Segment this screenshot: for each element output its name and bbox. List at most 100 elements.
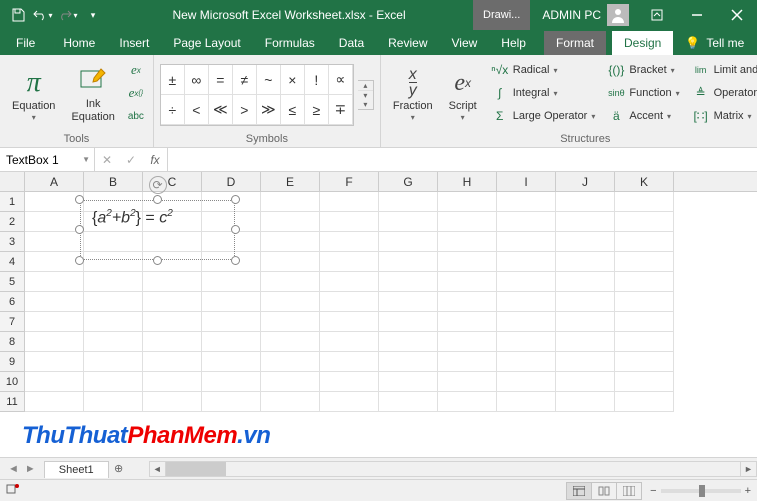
resize-handle[interactable] xyxy=(153,195,162,204)
cell[interactable] xyxy=(438,212,497,232)
page-break-view-icon[interactable] xyxy=(616,482,642,500)
cell[interactable] xyxy=(261,192,320,212)
limit-log-button[interactable]: limLimit and Log xyxy=(688,59,757,81)
symbol-cell[interactable]: = xyxy=(209,65,233,95)
matrix-button[interactable]: [∷]Matrix ▾ xyxy=(688,105,757,127)
cell[interactable] xyxy=(143,372,202,392)
cell[interactable] xyxy=(320,272,379,292)
cell[interactable] xyxy=(143,332,202,352)
name-box[interactable]: TextBox 1 ▼ xyxy=(0,148,95,171)
cell[interactable] xyxy=(202,292,261,312)
cell[interactable] xyxy=(379,232,438,252)
cell[interactable] xyxy=(379,372,438,392)
formula-input[interactable] xyxy=(168,148,757,171)
tab-home[interactable]: Home xyxy=(51,31,107,55)
normal-view-icon[interactable] xyxy=(566,482,592,500)
cell[interactable] xyxy=(438,232,497,252)
cell[interactable] xyxy=(320,252,379,272)
cell[interactable] xyxy=(202,352,261,372)
cell[interactable] xyxy=(379,292,438,312)
cell[interactable] xyxy=(556,192,615,212)
sheet-next-icon[interactable]: ► xyxy=(25,463,36,475)
operator-button[interactable]: ≜Operator ▾ xyxy=(688,82,757,104)
tab-format[interactable]: Format xyxy=(544,31,606,55)
cell[interactable] xyxy=(556,292,615,312)
cell[interactable] xyxy=(25,232,84,252)
cell[interactable] xyxy=(202,392,261,412)
row-header[interactable]: 11 xyxy=(0,392,25,412)
cell[interactable] xyxy=(25,292,84,312)
zoom-in-icon[interactable]: + xyxy=(745,485,751,497)
tab-data[interactable]: Data xyxy=(327,31,376,55)
cell[interactable] xyxy=(261,292,320,312)
cell[interactable] xyxy=(84,312,143,332)
tab-design[interactable]: Design xyxy=(612,31,673,55)
cell[interactable] xyxy=(261,352,320,372)
cell[interactable] xyxy=(261,212,320,232)
enter-icon[interactable]: ✓ xyxy=(119,153,143,167)
symbols-gallery[interactable]: ± ∞ = ≠ ~ × ! ∝ ÷ < ≪ > ≫ ≤ ≥ ∓ xyxy=(160,64,354,126)
cell[interactable] xyxy=(84,392,143,412)
scroll-thumb[interactable] xyxy=(166,462,226,476)
cell[interactable] xyxy=(320,332,379,352)
tab-insert[interactable]: Insert xyxy=(107,31,161,55)
cell[interactable] xyxy=(379,192,438,212)
row-header[interactable]: 2 xyxy=(0,212,25,232)
col-header[interactable]: G xyxy=(379,172,438,191)
col-header[interactable]: I xyxy=(497,172,556,191)
cell[interactable] xyxy=(25,372,84,392)
cell[interactable] xyxy=(497,372,556,392)
cell[interactable] xyxy=(438,312,497,332)
cell[interactable] xyxy=(556,392,615,412)
ribbon-display-options-icon[interactable] xyxy=(637,0,677,30)
cell[interactable] xyxy=(615,292,674,312)
equation-textbox[interactable]: ⟳ {a2+b2} = c2 xyxy=(80,200,235,260)
resize-handle[interactable] xyxy=(231,225,240,234)
col-header[interactable]: B xyxy=(84,172,143,191)
symbol-cell[interactable]: ≤ xyxy=(281,95,305,125)
cell[interactable] xyxy=(497,312,556,332)
row-header[interactable]: 9 xyxy=(0,352,25,372)
cell[interactable] xyxy=(320,352,379,372)
horizontal-scrollbar[interactable]: ◄ ► xyxy=(149,461,757,477)
cell[interactable] xyxy=(261,252,320,272)
sheet-prev-icon[interactable]: ◄ xyxy=(8,463,19,475)
symbol-cell[interactable]: > xyxy=(233,95,257,125)
accent-button[interactable]: äAccent ▾ xyxy=(603,105,683,127)
cell[interactable] xyxy=(261,232,320,252)
integral-button[interactable]: ∫Integral ▾ xyxy=(487,82,600,104)
cell[interactable] xyxy=(25,352,84,372)
cell[interactable] xyxy=(202,272,261,292)
resize-handle[interactable] xyxy=(231,195,240,204)
qat-customize-icon[interactable]: ▾ xyxy=(81,3,105,27)
cell[interactable] xyxy=(438,272,497,292)
cell[interactable] xyxy=(379,352,438,372)
cell[interactable] xyxy=(320,232,379,252)
row-header[interactable]: 3 xyxy=(0,232,25,252)
tab-view[interactable]: View xyxy=(440,31,490,55)
tab-help[interactable]: Help xyxy=(489,31,538,55)
cell[interactable] xyxy=(25,332,84,352)
sheet-tab[interactable]: Sheet1 xyxy=(44,461,109,478)
cell[interactable] xyxy=(497,392,556,412)
cell[interactable] xyxy=(84,372,143,392)
add-sheet-icon[interactable]: ⊕ xyxy=(109,459,129,479)
redo-icon[interactable]: ▾ xyxy=(56,3,80,27)
cell[interactable] xyxy=(202,372,261,392)
cell[interactable] xyxy=(556,332,615,352)
cell[interactable] xyxy=(615,312,674,332)
cell[interactable] xyxy=(143,292,202,312)
col-header[interactable]: E xyxy=(261,172,320,191)
col-header[interactable]: H xyxy=(438,172,497,191)
row-header[interactable]: 7 xyxy=(0,312,25,332)
cell[interactable] xyxy=(320,292,379,312)
col-header[interactable]: A xyxy=(25,172,84,191)
latex-button[interactable]: ex{} xyxy=(125,82,147,104)
cell[interactable] xyxy=(556,372,615,392)
large-operator-button[interactable]: ΣLarge Operator ▾ xyxy=(487,105,600,127)
resize-handle[interactable] xyxy=(231,256,240,265)
col-header[interactable]: F xyxy=(320,172,379,191)
cell[interactable] xyxy=(84,332,143,352)
worksheet-grid[interactable]: A B C D E F G H I J K 1234567891011 ⟳ {a… xyxy=(0,172,757,457)
zoom-thumb[interactable] xyxy=(699,485,705,497)
